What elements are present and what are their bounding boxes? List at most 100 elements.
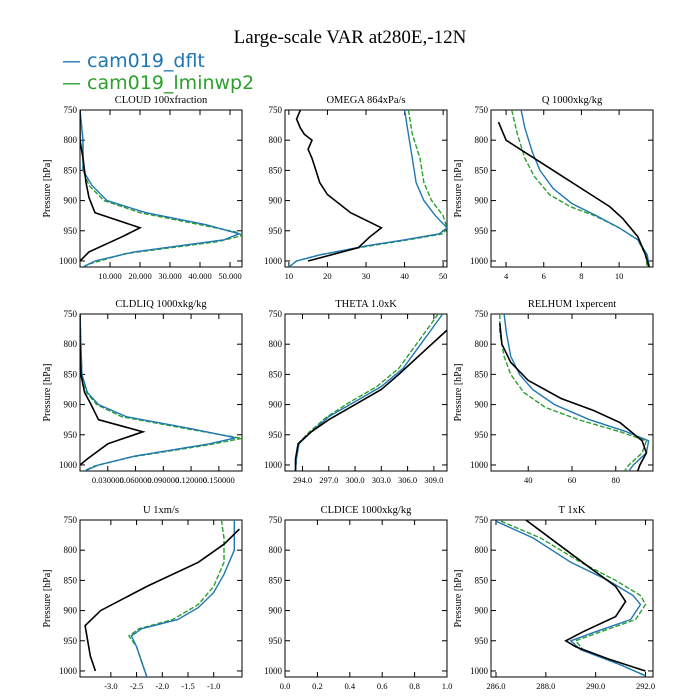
x-tick-label: 290.0 [586,681,605,691]
y-tick-label: 800 [269,545,283,555]
plot-frame [79,519,243,678]
x-tick-label: 0.030000 [92,475,124,485]
series-line-cam019_dflt [80,314,236,471]
x-tick-label: 0.8 [409,681,420,691]
y-tick-label: 900 [475,400,489,410]
series-line-obs [294,329,447,471]
y-tick-label: 950 [64,226,78,236]
y-tick-label: 750 [64,309,78,319]
panel-title: CLOUD 100xfraction [115,95,208,106]
y-tick-label: 850 [269,575,283,585]
series-line-cam019_lminwp2 [80,314,242,471]
plot-frame [284,109,448,268]
panel-title: RELHUM 1xpercent [528,299,616,310]
x-tick-label: 306.0 [398,475,417,485]
y-tick-label: 1000 [264,460,283,470]
y-tick-label: 850 [475,165,489,175]
x-tick-label: -2.5 [130,681,143,691]
y-tick-label: 800 [475,339,489,349]
x-tick-label: 0.2 [312,681,323,691]
panel-6: RELHUM 1xpercent Pressure [hPa] 750 800 850 9… [453,299,654,485]
series-line-cam019_lminwp2 [288,110,447,267]
series-line-cam019_dflt [503,314,650,471]
x-tick-label: 10 [285,271,294,281]
plot-frame [284,313,448,472]
x-tick-label: 50 [439,271,448,281]
series-line-obs [499,323,648,471]
x-tick-label: -2.0 [156,681,169,691]
y-tick-label: 1000 [59,666,78,676]
y-tick-label: 750 [269,309,283,319]
x-tick-label: 288.0 [536,681,555,691]
y-tick-label: 800 [475,545,489,555]
x-tick-label: 0.060000 [120,475,152,485]
panel-7: U 1xm/s Pressure [hPa] 750 800 850 900 950 1000… [42,505,243,691]
x-tick-label: 0.6 [377,681,388,691]
plot-frame [490,313,654,472]
x-tick-label: 297.0 [319,475,338,485]
x-tick-label: 0.120000 [175,475,207,485]
y-tick-label: 1000 [264,256,283,266]
x-tick-label: 60 [568,475,577,485]
x-tick-label: 292.0 [636,681,655,691]
y-tick-label: 950 [64,636,78,646]
y-tick-label: 900 [64,606,78,616]
y-tick-label: 750 [475,515,489,525]
plot-frame [79,313,243,472]
y-tick-label: 750 [475,309,489,319]
y-tick-label: 750 [269,515,283,525]
y-tick-label: 1000 [59,256,78,266]
plot-frame [490,519,654,678]
x-tick-label: -1.0 [207,681,220,691]
x-tick-label: 303.0 [372,475,391,485]
y-axis-label: Pressure [hPa] [453,569,464,627]
series-line-obs [80,110,143,262]
y-tick-label: 800 [64,545,78,555]
x-tick-label: 294.0 [293,475,312,485]
series-line-cam019_dflt [288,110,447,267]
series-line-obs [84,528,240,672]
panel-5: THETA 1.0xK 750 800 850 900 950 1000 294.0 297.0… [264,299,448,485]
x-tick-label: 30.000 [158,271,181,281]
panel-title: T 1xK [559,505,586,516]
series-line-obs [295,110,383,262]
y-tick-label: 800 [269,135,283,145]
y-tick-label: 900 [475,606,489,616]
y-tick-label: 1000 [470,666,489,676]
y-tick-label: 750 [64,105,78,115]
series-line-cam019_dflt [520,110,650,267]
series-line-obs [497,121,650,267]
series-line-cam019_dflt [80,110,242,267]
y-tick-label: 950 [64,430,78,440]
x-tick-label: 20 [323,271,332,281]
y-tick-label: 800 [475,135,489,145]
panel-title: CLDLIQ 1000xkg/kg [115,299,207,310]
x-tick-label: 50.000 [218,271,241,281]
y-tick-label: 950 [269,636,283,646]
y-tick-label: 1000 [264,666,283,676]
y-tick-label: 850 [475,369,489,379]
y-tick-label: 950 [475,636,489,646]
y-tick-label: 850 [64,369,78,379]
x-tick-label: -1.5 [181,681,194,691]
series-line-cam019_lminwp2 [511,110,648,267]
y-tick-label: 850 [64,165,78,175]
x-tick-label: 0.090000 [147,475,179,485]
y-axis-label: Pressure [hPa] [453,159,464,217]
x-tick-label: 20.000 [128,271,151,281]
y-tick-label: 750 [269,105,283,115]
y-tick-label: 800 [64,135,78,145]
panel-title: U 1xm/s [143,505,179,516]
y-tick-label: 850 [269,165,283,175]
y-tick-label: 900 [64,400,78,410]
series-line-obs [525,520,646,672]
x-tick-label: 40 [400,271,409,281]
x-tick-label: -3.0 [104,681,117,691]
panel-title: CLDICE 1000xkg/kg [321,505,412,516]
x-tick-label: 1.0 [442,681,453,691]
y-tick-label: 950 [475,430,489,440]
x-tick-label: 6 [542,271,546,281]
y-tick-label: 1000 [470,460,489,470]
x-tick-label: 8 [579,271,583,281]
